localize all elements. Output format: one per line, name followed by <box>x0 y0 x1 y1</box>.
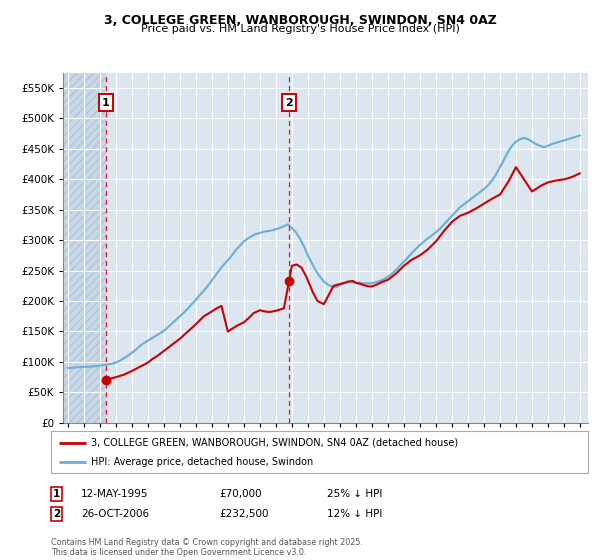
Text: 26-OCT-2006: 26-OCT-2006 <box>81 509 149 519</box>
Text: Price paid vs. HM Land Registry's House Price Index (HPI): Price paid vs. HM Land Registry's House … <box>140 24 460 34</box>
Bar <box>63 73 106 423</box>
Text: £70,000: £70,000 <box>219 489 262 499</box>
Text: 12-MAY-1995: 12-MAY-1995 <box>81 489 149 499</box>
Text: 25% ↓ HPI: 25% ↓ HPI <box>327 489 382 499</box>
Text: 12% ↓ HPI: 12% ↓ HPI <box>327 509 382 519</box>
Text: Contains HM Land Registry data © Crown copyright and database right 2025.
This d: Contains HM Land Registry data © Crown c… <box>51 538 363 557</box>
Text: 2: 2 <box>285 97 293 108</box>
Text: 2: 2 <box>53 509 60 519</box>
Text: £232,500: £232,500 <box>219 509 269 519</box>
Text: 3, COLLEGE GREEN, WANBOROUGH, SWINDON, SN4 0AZ: 3, COLLEGE GREEN, WANBOROUGH, SWINDON, S… <box>104 14 496 27</box>
Text: 3, COLLEGE GREEN, WANBOROUGH, SWINDON, SN4 0AZ (detached house): 3, COLLEGE GREEN, WANBOROUGH, SWINDON, S… <box>91 437 458 447</box>
Text: HPI: Average price, detached house, Swindon: HPI: Average price, detached house, Swin… <box>91 457 314 467</box>
Text: 1: 1 <box>53 489 60 499</box>
Text: 1: 1 <box>102 97 109 108</box>
